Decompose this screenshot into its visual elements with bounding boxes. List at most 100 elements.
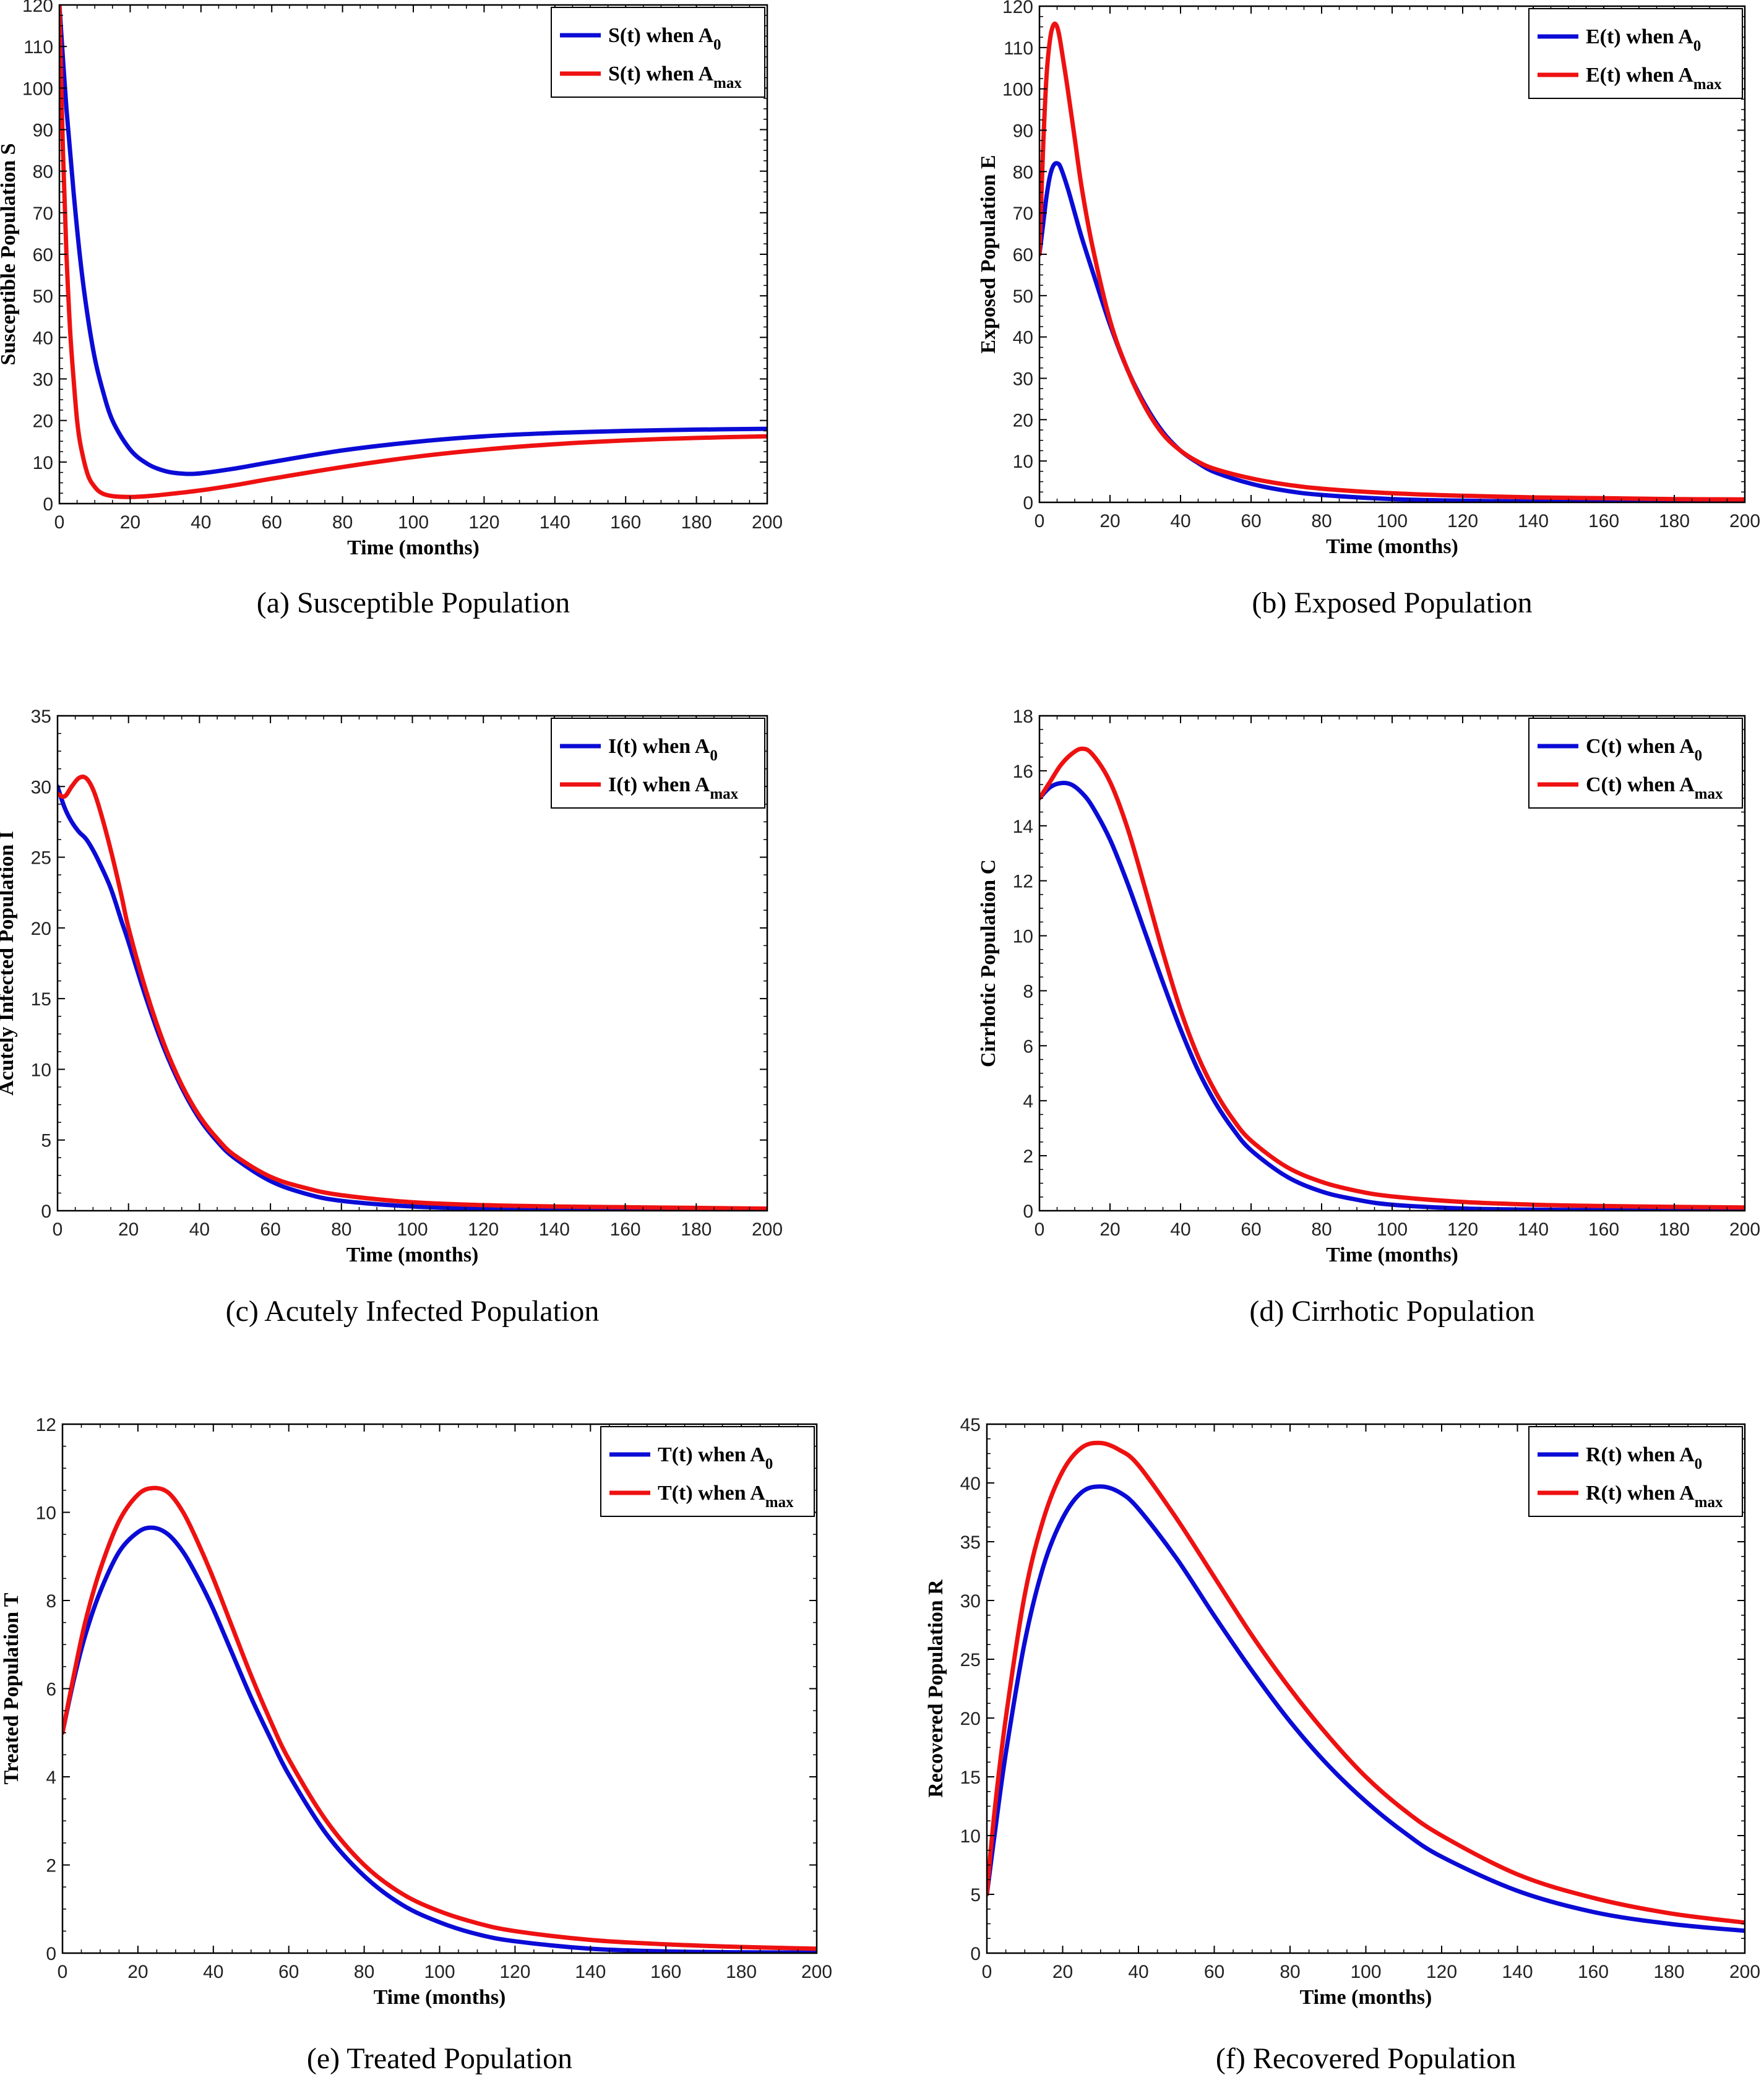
y-tick-label: 10 [1013, 927, 1033, 947]
x-tick-label: 100 [397, 1219, 428, 1240]
y-tick-label: 0 [41, 1201, 51, 1222]
legend-entry: I(t) when A0 [608, 735, 718, 764]
y-tick-label: 16 [1013, 762, 1033, 782]
legend-entry: E(t) when Amax [1586, 64, 1722, 93]
y-tick-label: 10 [33, 453, 53, 473]
x-tick-label: 140 [540, 512, 570, 533]
legend-entry: R(t) when Amax [1586, 1482, 1723, 1511]
x-tick-label: 80 [1311, 1219, 1332, 1240]
y-tick-label: 0 [46, 1944, 56, 1964]
x-tick-label: 100 [1350, 1962, 1381, 1982]
legend-box [1528, 1426, 1743, 1517]
x-tick-label: 20 [127, 1962, 148, 1982]
y-tick-label: 30 [33, 370, 53, 390]
series-group [987, 1440, 1745, 1933]
legend-entry: C(t) when Amax [1586, 773, 1723, 802]
y-tick-label: 14 [1013, 817, 1033, 837]
panel-caption: (e) Treated Population [307, 2042, 572, 2075]
y-tick-label: 20 [1013, 410, 1033, 431]
series-line-a0 [1039, 161, 1745, 502]
x-tick-label: 160 [610, 512, 641, 533]
legend-entry: T(t) when Amax [658, 1482, 794, 1511]
legend-entry: S(t) when A0 [608, 24, 721, 53]
x-tick-label: 200 [752, 1219, 783, 1240]
legend: R(t) when A0 R(t) when Amax [1528, 1426, 1743, 1517]
y-tick-label: 0 [1023, 1201, 1033, 1222]
series-line-a0 [58, 784, 767, 1211]
y-tick-label: 6 [1023, 1036, 1033, 1057]
x-tick-label: 60 [278, 1962, 299, 1982]
y-tick-label: 30 [31, 777, 51, 797]
y-tick-label: 50 [33, 286, 53, 307]
series-line-amax [62, 1485, 817, 1951]
y-tick-label: 2 [1023, 1146, 1033, 1167]
legend: I(t) when A0 I(t) when Amax [551, 718, 765, 809]
y-tick-label: 110 [1004, 38, 1033, 59]
x-tick-label: 160 [1588, 511, 1619, 531]
y-tick-label: 18 [1013, 707, 1033, 727]
x-tick-label: 200 [1729, 511, 1760, 531]
legend: T(t) when A0 T(t) when Amax [600, 1426, 815, 1517]
legend: S(t) when A0 S(t) when Amax [551, 7, 765, 98]
x-tick-label: 60 [262, 512, 282, 533]
y-tick-label: 8 [1023, 981, 1033, 1002]
legend-entry: R(t) when A0 [1586, 1443, 1702, 1472]
x-tick-label: 100 [1377, 511, 1408, 531]
y-axis-label: Acutely Infected Population I [0, 831, 18, 1096]
x-tick-label: 60 [1204, 1962, 1224, 1982]
x-tick-label: 120 [468, 512, 499, 533]
x-tick-label: 100 [1377, 1219, 1408, 1240]
x-axis-label: Time (months) [1300, 1986, 1432, 2009]
x-tick-label: 80 [332, 512, 353, 533]
y-tick-label: 20 [31, 919, 51, 939]
legend-box [551, 7, 765, 98]
x-tick-label: 160 [1578, 1962, 1609, 1982]
series-group [1039, 746, 1745, 1211]
y-tick-label: 0 [970, 1944, 981, 1964]
chart-panel-5: 0 20 40 60 80 100 120 140 160 180 200 0 2 4 6 8 10 12 Time… [0, 1415, 832, 2075]
chart-panel-3: 0 20 40 60 80 100 120 140 160 180 200 0 5 10 15 20 25 30 3… [0, 707, 783, 1328]
x-tick-label: 200 [752, 512, 783, 533]
y-tick-label: 10 [1013, 452, 1033, 472]
y-tick-label: 120 [1002, 0, 1033, 17]
legend-entry: S(t) when Amax [608, 62, 742, 92]
x-tick-label: 100 [424, 1962, 455, 1982]
x-tick-label: 0 [982, 1962, 992, 1982]
panel-caption: (f) Recovered Population [1216, 2042, 1516, 2075]
x-tick-label: 80 [354, 1962, 374, 1982]
x-tick-label: 100 [398, 512, 429, 533]
x-tick-label: 40 [1170, 511, 1190, 531]
x-tick-label: 120 [1447, 511, 1478, 531]
x-tick-label: 180 [681, 512, 712, 533]
y-tick-label: 80 [33, 162, 53, 183]
x-axis-label: Time (months) [374, 1986, 506, 2009]
legend-entry: C(t) when A0 [1586, 735, 1702, 764]
y-tick-label: 35 [960, 1532, 981, 1553]
x-tick-label: 120 [1426, 1962, 1457, 1982]
x-tick-label: 200 [801, 1962, 832, 1982]
y-tick-label: 120 [22, 0, 53, 16]
y-tick-label: 25 [960, 1650, 981, 1670]
x-tick-label: 160 [610, 1219, 641, 1240]
y-tick-label: 5 [41, 1131, 51, 1151]
y-tick-label: 12 [1013, 872, 1033, 892]
legend-box [600, 1426, 815, 1517]
x-axis-label: Time (months) [347, 536, 480, 559]
legend: E(t) when A0 E(t) when Amax [1528, 8, 1743, 99]
x-tick-label: 60 [260, 1219, 280, 1240]
y-tick-label: 100 [1002, 80, 1033, 100]
y-tick-label: 5 [970, 1885, 981, 1905]
x-tick-label: 160 [1588, 1219, 1619, 1240]
x-tick-label: 0 [58, 1962, 68, 1982]
x-tick-label: 40 [189, 1219, 210, 1240]
x-tick-label: 0 [1035, 511, 1045, 531]
y-tick-label: 2 [46, 1856, 56, 1876]
y-tick-label: 70 [33, 204, 53, 224]
y-tick-label: 100 [22, 79, 53, 99]
x-tick-label: 120 [468, 1219, 499, 1240]
x-tick-label: 140 [575, 1962, 606, 1982]
y-tick-label: 30 [1013, 369, 1033, 390]
series-group [59, 5, 767, 499]
legend-entry: I(t) when Amax [608, 773, 739, 802]
series-line-a0 [62, 1525, 817, 1953]
